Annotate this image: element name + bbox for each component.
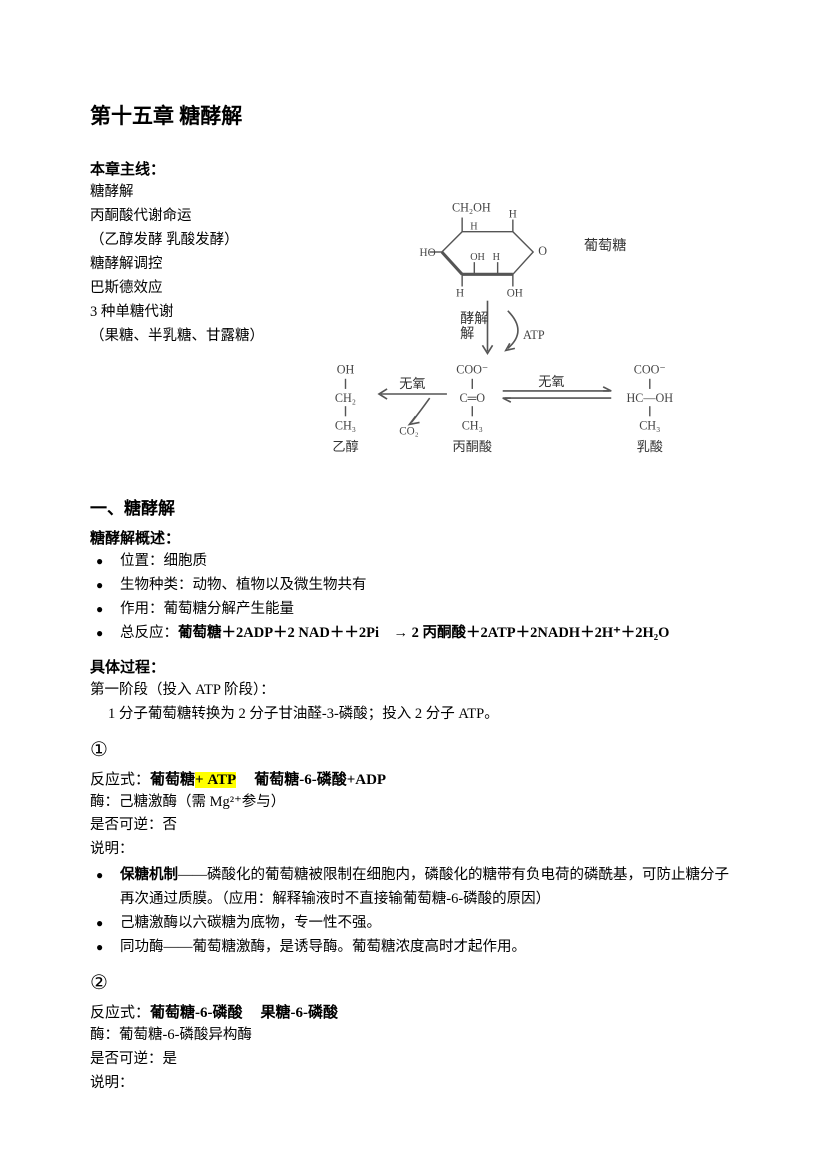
svg-text:H: H [456,288,464,300]
step1-enzyme: 酶：己糖激酶（需 Mg²⁺参与） [90,791,736,815]
svg-text:H: H [493,252,501,263]
svg-text:解: 解 [460,326,474,342]
svg-text:CH₃: CH₃ [462,419,483,433]
atp-label: ATP [523,328,545,342]
top-row: 糖酵解 丙酮酸代谢命运 （乙醇发酵 乳酸发酵） 糖酵解调控 巴斯德效应 3 种单… [90,181,736,470]
svg-text:COO⁻: COO⁻ [456,363,488,377]
step1-note: 己糖激酶以六碳糖为底物，专一性不强。 [90,912,736,936]
step2-notes-label: 说明： [90,1072,736,1096]
svg-text:CO₂: CO₂ [399,426,418,438]
glycolysis-label: 酵解 [460,311,488,327]
overview-item: 位置：细胞质 [90,550,736,574]
step1-note: 同功酶——葡萄糖激酶，是诱导酶。葡萄糖浓度高时才起作用。 [90,936,736,960]
svg-text:CH₃: CH₃ [335,419,356,433]
step1-notes-label: 说明： [90,838,736,862]
svg-text:CH₃: CH₃ [639,419,660,433]
outline-item: 丙酮酸代谢命运 [90,205,300,229]
reaction-prefix: 反应式： [90,1005,150,1021]
step2-reactant: 葡萄糖-6-磷酸 [150,1005,243,1021]
step1-product: 葡萄糖-6-磷酸+ADP [254,772,386,788]
chapter-title: 第十五章 糖酵解 [90,100,736,130]
overview-bullets: 位置：细胞质 生物种类：动物、植物以及微生物共有 作用：葡萄糖分解产生能量 总反… [90,550,736,646]
overview-item: 作用：葡萄糖分解产生能量 [90,598,736,622]
svg-text:OH: OH [470,252,485,263]
overview-label: 糖酵解概述： [90,527,736,548]
step1-reversible: 是否可逆：否 [90,814,736,838]
process-label: 具体过程： [90,656,736,677]
step1-note: 保糖机制——磷酸化的葡萄糖被限制在细胞内，磷酸化的糖带有负电荷的磷酰基，可防止糖… [90,864,736,912]
stage1-line2: 1 分子葡萄糖转换为 2 分子甘油醛-3-磷酸；投入 2 分子 ATP。 [90,703,736,727]
svg-text:HO: HO [420,247,436,259]
svg-text:OH: OH [337,363,355,377]
step1-notes: 保糖机制——磷酸化的葡萄糖被限制在细胞内，磷酸化的糖带有负电荷的磷酰基，可防止糖… [90,864,736,960]
lactate-label: 乳酸 [637,439,663,454]
glycolysis-diagram: CH₂OH O HO H OH OH H H H 葡萄糖 酵解 解 [300,181,736,470]
anaerobic-left-label: 无氧 [399,376,425,391]
reaction-prefix: 反应式： [90,772,150,788]
step2-number: ② [90,970,736,995]
pyruvate-label: 丙酮酸 [453,439,493,454]
overview-reaction-prefix: 总反应： [120,625,178,641]
overview-item: 总反应：葡萄糖＋2ADP＋2 NAD＋＋2Pi → 2 丙酮酸＋2ATP＋2NA… [90,622,736,646]
step1-atp-highlight: + ATP [195,772,236,788]
chapter-outline: 糖酵解 丙酮酸代谢命运 （乙醇发酵 乳酸发酵） 糖酵解调控 巴斯德效应 3 种单… [90,181,300,348]
outline-item: 巴斯德效应 [90,277,300,301]
step2-product: 果糖-6-磷酸 [261,1005,339,1021]
anaerobic-right-label: 无氧 [538,374,564,389]
svg-text:H: H [470,222,478,233]
svg-text:OH: OH [507,288,523,300]
outline-item: （果糖、半乳糖、甘露糖） [90,325,300,349]
outline-label: 本章主线： [90,158,736,179]
outline-item: 糖酵解调控 [90,253,300,277]
diagram-svg: CH₂OH O HO H OH OH H H H 葡萄糖 酵解 解 [310,181,736,465]
step1-reaction: 反应式：葡萄糖+ ATP 葡萄糖-6-磷酸+ADP [90,768,736,789]
section-1-title: 一、糖酵解 [90,494,736,519]
ch2oh-label: CH₂OH [452,200,491,214]
outline-item: （乙醇发酵 乳酸发酵） [90,229,300,253]
step1-number: ① [90,737,736,762]
overall-reaction: 葡萄糖＋2ADP＋2 NAD＋＋2Pi → 2 丙酮酸＋2ATP＋2NADH＋2… [178,625,669,641]
outline-item: 3 种单糖代谢 [90,301,300,325]
svg-text:O: O [538,244,547,258]
svg-text:C═O: C═O [460,391,486,405]
ethanol-label: 乙醇 [332,438,358,454]
svg-text:H: H [509,209,517,221]
step2-reversible: 是否可逆：是 [90,1048,736,1072]
svg-text:HC—OH: HC—OH [626,391,673,405]
note-rest: ——磷酸化的葡萄糖被限制在细胞内，磷酸化的糖带有负电荷的磷酰基，可防止糖分子再次… [120,867,729,907]
note-bold: 保糖机制 [120,867,178,883]
glucose-label: 葡萄糖 [584,238,627,254]
overview-item: 生物种类：动物、植物以及微生物共有 [90,574,736,598]
stage1-line1: 第一阶段（投入 ATP 阶段）： [90,679,736,703]
outline-item: 糖酵解 [90,181,300,205]
svg-text:COO⁻: COO⁻ [634,363,666,377]
svg-text:CH₂: CH₂ [335,391,356,405]
step1-reactant: 葡萄糖 [150,772,195,788]
step2-enzyme: 酶：葡萄糖-6-磷酸异构酶 [90,1024,736,1048]
step2-reaction: 反应式：葡萄糖-6-磷酸 果糖-6-磷酸 [90,1001,736,1022]
page: 第十五章 糖酵解 本章主线： 糖酵解 丙酮酸代谢命运 （乙醇发酵 乳酸发酵） 糖… [0,0,826,1156]
